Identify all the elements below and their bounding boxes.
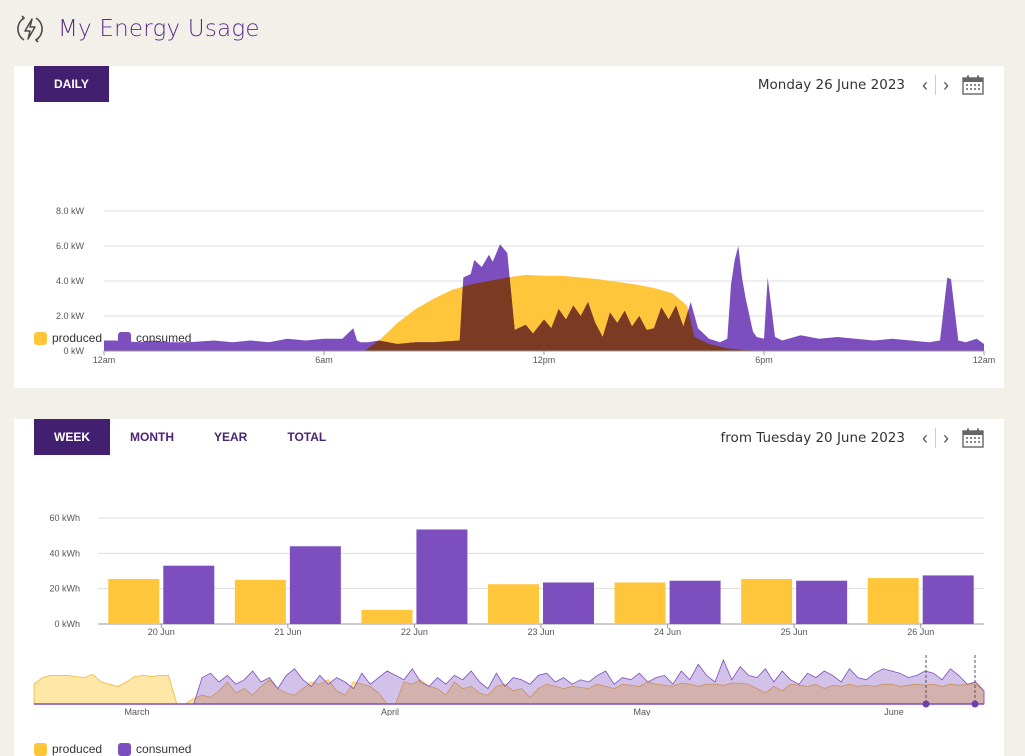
overview-month-label: April (381, 707, 399, 716)
legend-produced[interactable]: produced (34, 331, 102, 345)
legend-produced[interactable]: produced (34, 742, 102, 756)
tab-week[interactable]: WEEK (34, 419, 110, 455)
bar-produced[interactable] (108, 578, 160, 624)
bar-produced[interactable] (361, 609, 413, 624)
x-tick-label: 23 Jun (527, 627, 554, 637)
tab-daily[interactable]: DAILY (34, 66, 109, 102)
daily-calendar-icon[interactable] (962, 75, 984, 95)
x-tick-label: 21 Jun (274, 627, 301, 637)
bar-produced[interactable] (614, 582, 666, 624)
period-tabs: WEEK MONTH YEAR TOTAL (34, 419, 346, 455)
bar-produced[interactable] (867, 578, 919, 624)
legend-consumed[interactable]: consumed (118, 331, 191, 345)
page-title: My Energy Usage (58, 16, 260, 42)
daily-tabs: DAILY (34, 66, 109, 102)
bar-consumed[interactable] (669, 580, 721, 624)
daily-date-bar: Monday 26 June 2023 ‹ › (758, 74, 984, 96)
bar-consumed[interactable] (796, 580, 848, 624)
bar-consumed[interactable] (289, 546, 341, 624)
nav-divider (935, 428, 936, 448)
prev-week-chevron-left-icon[interactable]: ‹ (922, 428, 928, 448)
daily-card: DAILY Monday 26 June 2023 ‹ › 0 kW 2.0 kW… (14, 66, 1004, 388)
energy-bolt-icon (17, 15, 43, 43)
next-day-chevron-right-icon[interactable]: › (943, 75, 949, 95)
legend-consumed-label: consumed (136, 331, 192, 345)
legend-produced-label: produced (52, 331, 103, 345)
y-tick-label: 0 kW (63, 346, 84, 356)
weekly-card: WEEK MONTH YEAR TOTAL from Tuesday 20 Ju… (14, 419, 1004, 756)
consumed-swatch (118, 742, 132, 756)
weekly-legend: produced consumed (34, 742, 207, 756)
overview-navigator[interactable]: March April May June (14, 651, 1004, 716)
legend-consumed[interactable]: consumed (118, 742, 191, 756)
overview-month-label: May (633, 707, 651, 716)
y-tick-label: 8.0 kW (56, 206, 85, 216)
nav-divider (935, 75, 936, 95)
y-tick-label: 40 kWh (49, 548, 80, 558)
tab-year[interactable]: YEAR (214, 430, 248, 444)
x-tick-label: 12am (93, 355, 116, 365)
bar-produced[interactable] (234, 579, 286, 624)
x-tick-label: 20 Jun (148, 627, 175, 637)
bar-consumed[interactable] (922, 575, 974, 624)
legend-produced-label: produced (52, 742, 103, 756)
tab-total[interactable]: TOTAL (287, 430, 327, 444)
x-tick-label: 6am (315, 355, 333, 365)
weekly-calendar-icon[interactable] (962, 428, 984, 448)
y-tick-label: 2.0 kW (56, 311, 85, 321)
overview-month-label: June (884, 707, 904, 716)
weekly-date-bar: from Tuesday 20 June 2023 ‹ › (721, 427, 984, 449)
y-tick-label: 0 kWh (54, 619, 80, 629)
y-tick-label: 60 kWh (49, 513, 80, 523)
y-tick-label: 20 kWh (49, 584, 80, 594)
page-header: My Energy Usage (14, 12, 260, 46)
daily-power-chart: 0 kW 2.0 kW 4.0 kW 6.0 kW 8.0 kW 12am 6am 12pm 6… (56, 206, 996, 365)
produced-swatch (34, 331, 47, 345)
range-handle[interactable] (971, 700, 979, 708)
range-handle[interactable] (922, 700, 930, 708)
overview-month-label: March (124, 707, 149, 716)
overview-consumed-area (34, 658, 985, 705)
bar-consumed[interactable] (416, 529, 468, 624)
daily-date-label: Monday 26 June 2023 (757, 77, 905, 93)
weekly-date-label: from Tuesday 20 June 2023 (720, 430, 905, 446)
legend-consumed-label: consumed (136, 742, 192, 756)
x-tick-label: 25 Jun (781, 627, 808, 637)
produced-area (104, 274, 984, 351)
y-tick-label: 4.0 kW (56, 276, 85, 286)
x-tick-label: 12pm (533, 355, 556, 365)
next-week-chevron-right-icon[interactable]: › (943, 428, 949, 448)
consumed-swatch (118, 331, 132, 345)
weekly-energy-chart: 0 kWh 20 kWh 40 kWh 60 kWh 20 Jun 21 Jun 22 Ju… (49, 513, 984, 637)
produced-swatch (34, 742, 47, 756)
x-tick-label: 26 Jun (907, 627, 934, 637)
prev-day-chevron-left-icon[interactable]: ‹ (922, 75, 928, 95)
daily-legend: produced consumed (34, 331, 207, 345)
overview-produced-area (33, 673, 985, 705)
x-tick-label: 12am (973, 355, 996, 365)
x-tick-label: 22 Jun (401, 627, 428, 637)
bar-consumed[interactable] (163, 565, 215, 624)
y-tick-label: 6.0 kW (56, 241, 85, 251)
bar-produced[interactable] (741, 578, 793, 624)
bar-produced[interactable] (488, 584, 539, 624)
x-tick-label: 24 Jun (654, 627, 681, 637)
x-tick-label: 6pm (755, 355, 773, 365)
bar-consumed[interactable] (543, 582, 594, 624)
tab-month[interactable]: MONTH (130, 430, 174, 444)
